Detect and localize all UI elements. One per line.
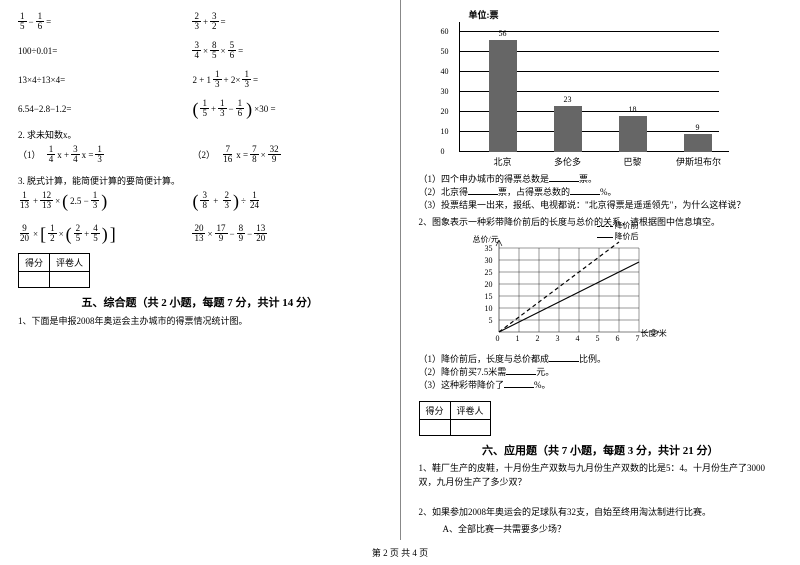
calc-3r: 2 + 113 + 2×13 = (192, 70, 381, 89)
grader-label: 评卷人 (450, 402, 490, 420)
score-label: 得分 (419, 402, 450, 420)
line-xlabel: 长度/米 (641, 328, 667, 339)
left-column: 15 − 16 = 23 + 32 = 100÷0.01= 34 × 85 × … (0, 0, 400, 540)
section-6-title: 六、应用题（共 7 小题，每题 3 分，共计 21 分） (419, 442, 783, 458)
q2-label: 2. 求未知数x。 (18, 128, 382, 141)
bar-q3: （3）投票结果一出来，报纸、电视都说："北京得票是遥遥领先"，为什么这样说？ (419, 198, 783, 211)
legend: 降价前 降价后 (597, 220, 639, 242)
q3-label: 3. 脱式计算，能简便计算的要简便计算。 (18, 174, 382, 187)
section-6-header: 得分评卷人 (419, 401, 783, 436)
grader-label: 评卷人 (50, 254, 90, 272)
q3-4: 2013 × 179 − 89 − 1320 (192, 224, 381, 243)
score-box-5: 得分评卷人 (18, 253, 90, 288)
bar-q1: （1）四个申办城市的得票总数是票。 (419, 172, 783, 185)
q6-2a: A、全部比赛一共需要多少场？ (443, 522, 783, 535)
q2-2: （2） 716 x = 78 × 329 (192, 145, 381, 164)
bar-beijing (489, 40, 517, 152)
page-footer: 第 2 页 共 4 页 (0, 546, 800, 559)
q2-2-prefix: （2） (192, 148, 215, 161)
bar-q2: （2）北京得票，占得票总数的%。 (419, 185, 783, 198)
calc-2r: 34 × 85 × 56 = (192, 41, 381, 60)
section-5-title: 五、综合题（共 2 小题，每题 7 分，共计 14 分） (18, 294, 382, 310)
q5-1: 1、下面是申报2008年奥运会主办城市的得票情况统计图。 (18, 314, 382, 327)
q3-3: 920 × [12 × (25 + 45)] (18, 224, 192, 243)
right-column: 单位:票 0 10 20 30 40 50 60 56 北京 23 多伦多 18… (401, 0, 800, 540)
q6-2: 2、如果参加2008年奥运会的足球队有32支，自始至终用淘汰制进行比赛。 (419, 505, 783, 518)
line-q2: （2）降价前买7.5米需元。 (419, 365, 783, 378)
calc-4l: 6.54−2.8−1.2= (18, 99, 192, 118)
q2-1-prefix: （1） (18, 148, 41, 161)
calc-3l: 13×4÷13×4= (18, 70, 192, 89)
bar-toronto (554, 106, 582, 152)
line-chart: 总价/元 长度/米 0 1 2 3 4 5 6 7 5 10 15 20 25 … (479, 232, 679, 352)
calc-1r: 23 + 32 = (192, 12, 381, 31)
score-box-6: 得分评卷人 (419, 401, 491, 436)
q2-1: （1） 14 x + 34 x = 13 (18, 145, 192, 164)
bar-chart: 单位:票 0 10 20 30 40 50 60 56 北京 23 多伦多 18… (459, 12, 739, 172)
bar-istanbul (684, 134, 712, 152)
calc-1l: 15 − 16 = (18, 12, 192, 31)
line-q1: （1）降价前后，长度与总价都成比例。 (419, 352, 783, 365)
q3-2: (38 + 23) ÷ 124 (192, 191, 381, 210)
q6-1: 1、鞋厂生产的皮鞋，十月份生产双数与九月份生产双数的比是5：4。十月份生产了30… (419, 462, 783, 489)
bar-unit: 单位:票 (469, 8, 499, 21)
calc-4r: (15 + 13 − 16) ×30 = (192, 99, 381, 118)
bar-paris (619, 116, 647, 152)
score-label: 得分 (19, 254, 50, 272)
line-q3: （3）这种彩带降价了%。 (419, 378, 783, 391)
calc-2l: 100÷0.01= (18, 41, 192, 60)
q3-1: 113 + 1213 × (2.5 − 13) (18, 191, 192, 210)
section-5-header: 得分评卷人 (18, 253, 382, 288)
